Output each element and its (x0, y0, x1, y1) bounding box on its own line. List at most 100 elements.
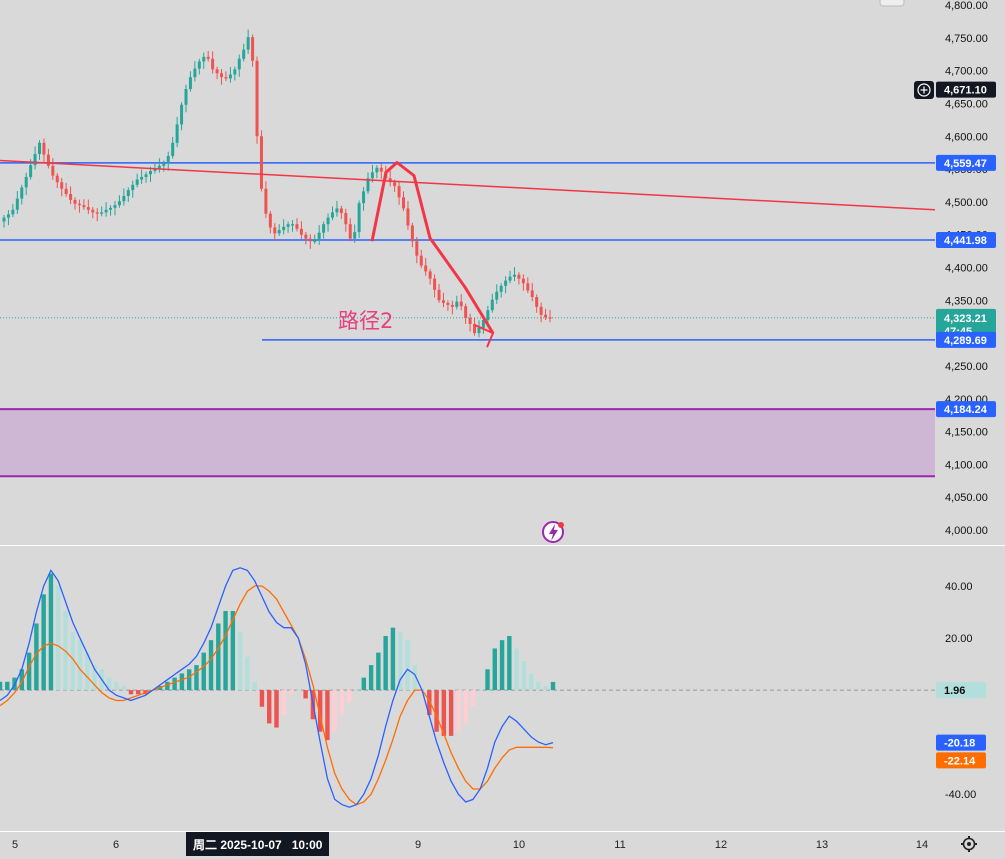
macd-histogram-bar (70, 631, 75, 691)
candle-body (224, 77, 228, 79)
macd-signal-tag: -22.14 (936, 752, 986, 769)
macd-histogram-bar (448, 690, 454, 736)
last-price-text: 4,323.21 (944, 313, 987, 325)
settings-gear-icon[interactable] (961, 836, 977, 852)
candle-body (499, 285, 503, 292)
candle-body (77, 203, 81, 206)
time-tick-label: 10 (513, 839, 525, 851)
macd-histogram-bar (252, 681, 257, 691)
price-tick-label: 4,250.00 (945, 361, 988, 373)
macd-histogram-bar (347, 690, 352, 703)
candle-body (353, 232, 357, 239)
candle-body (51, 165, 55, 176)
price-tick-label: 4,050.00 (945, 492, 988, 504)
mid-level-price-tag-bg (936, 231, 996, 248)
macd-histogram-bar (368, 665, 374, 691)
candle-body (166, 155, 170, 164)
candle-body (220, 73, 224, 78)
candle-body (437, 289, 441, 301)
candle-body (397, 186, 401, 198)
candle-body (277, 230, 281, 234)
macd-histogram-bar (223, 611, 228, 691)
macd-signal-line (0, 585, 554, 806)
descending-trendline (0, 159, 936, 211)
candle-body (424, 265, 428, 272)
candle-body (268, 213, 272, 228)
candle-body (117, 201, 121, 206)
candle-body (473, 323, 477, 334)
candle-body (2, 217, 6, 222)
candle-body (64, 188, 68, 194)
macd-histogram-bar (288, 690, 294, 695)
macd-histogram-bar (390, 627, 396, 691)
macd-histogram-bar (339, 690, 345, 716)
candle-body (455, 301, 459, 307)
candle-body (193, 68, 197, 78)
macd-signal-tag-bg (936, 752, 986, 769)
macd-histogram-bar (332, 690, 337, 732)
lightning-badge-icon[interactable] (542, 521, 564, 543)
crosshair-add-icon[interactable] (914, 81, 934, 99)
candle-body (153, 168, 157, 172)
candle-body (370, 172, 374, 179)
price-tick-label: 4,400.00 (945, 263, 988, 275)
resistance-price-tag-text: 4,559.47 (944, 158, 987, 170)
price-tick-label: 4,000.00 (945, 525, 988, 537)
candle-body (508, 276, 512, 281)
macd-histogram-bar (237, 631, 243, 691)
candle-body (55, 175, 59, 183)
candle-body (95, 212, 99, 214)
macd-histogram-bar (172, 677, 177, 691)
zone-top-price-tag: 4,184.24 (936, 401, 996, 418)
candle-body (60, 182, 64, 189)
macd-histogram-bar (361, 677, 367, 691)
macd-histogram-bar (194, 665, 199, 691)
projected-path (370, 161, 495, 334)
candle-body (73, 199, 77, 204)
candle-body (419, 255, 423, 266)
price-tick-label: 4,350.00 (945, 295, 988, 307)
price-tick-label: 4,600.00 (945, 131, 988, 143)
macd-histogram-bar (136, 690, 141, 695)
candle-body (481, 320, 485, 328)
candle-body (317, 232, 321, 241)
candle-body (211, 58, 215, 70)
macd-histogram-bar (543, 685, 548, 691)
candle-body (357, 203, 361, 233)
candle-body (100, 212, 104, 214)
macd-histogram-bar (536, 681, 541, 691)
price-axis-background (935, 0, 1005, 859)
candle-body (521, 278, 525, 284)
time-tick-label: 12 (715, 839, 727, 851)
candle-body (504, 280, 508, 286)
candle-body (246, 37, 250, 50)
macd-histogram-bar (56, 586, 61, 691)
macd-histogram-bar (405, 640, 410, 691)
candle-body (295, 224, 299, 229)
macd-histogram-bar (303, 690, 308, 699)
candle-body (486, 310, 490, 320)
macd-line (0, 567, 554, 808)
macd-histogram-bar (19, 669, 25, 691)
candle-body (91, 209, 95, 213)
candle-body (468, 318, 472, 324)
candle-body (304, 234, 308, 239)
candle-body (264, 188, 268, 214)
candle-body (330, 212, 334, 218)
time-tick-label: 11 (614, 839, 625, 851)
macd-histogram-bar (245, 656, 250, 691)
candle-body (237, 58, 241, 70)
macd-histogram-bar (325, 690, 330, 741)
candle-body (313, 240, 317, 242)
macd-histogram-bar (85, 652, 90, 691)
macd-histogram-bar (528, 673, 534, 691)
candle-body (526, 283, 530, 291)
candle-body (135, 179, 139, 185)
macd-histogram-bar (514, 648, 519, 691)
candle-body (517, 274, 521, 279)
support-price-tag-bg (936, 331, 996, 348)
macd-tick-label: -40.00 (945, 789, 976, 801)
macd-histogram-bar (230, 611, 236, 691)
candle-body (348, 224, 352, 239)
